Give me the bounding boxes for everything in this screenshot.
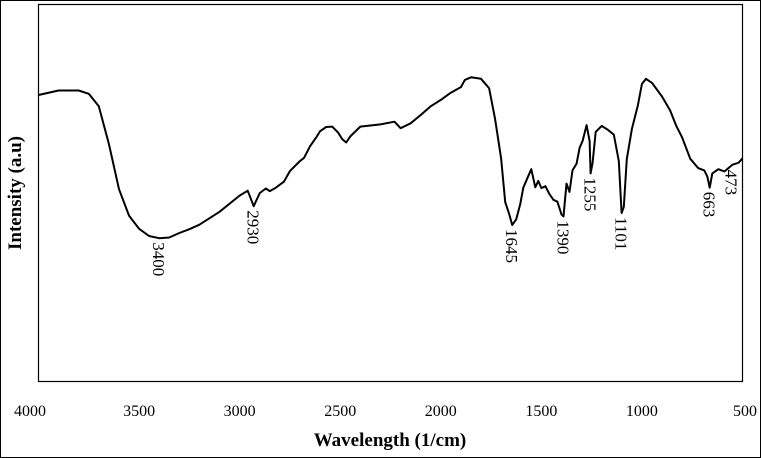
peak-label: 663: [700, 192, 719, 218]
x-tick-label: 3000: [224, 403, 256, 420]
peak-label: 1101: [612, 217, 631, 250]
x-tick-label: 3500: [123, 403, 155, 420]
peak-label: 3400: [149, 242, 168, 276]
x-tick-label: 1000: [626, 403, 658, 420]
peak-label: 1645: [502, 229, 521, 263]
series-line-spectrum: [38, 76, 744, 240]
x-tick-label: 500: [733, 403, 757, 420]
x-tick-label: 2500: [324, 403, 356, 420]
peak-label: 1255: [581, 177, 600, 211]
x-tick-labels: 4000 3500 3000 2500 2000 1500 1000 500: [14, 403, 757, 420]
peak-label: 1390: [554, 220, 573, 254]
x-axis-title: Wavelength (1/cm): [314, 430, 467, 451]
peak-label: 473: [721, 170, 740, 196]
peak-label: 2930: [244, 210, 263, 244]
x-tick-label: 2000: [425, 403, 457, 420]
x-tick-label: 1500: [525, 403, 557, 420]
plot-area-frame: [37, 3, 744, 383]
y-axis-title: Intensity (a.u): [5, 136, 26, 250]
x-tick-label: 4000: [14, 403, 46, 420]
